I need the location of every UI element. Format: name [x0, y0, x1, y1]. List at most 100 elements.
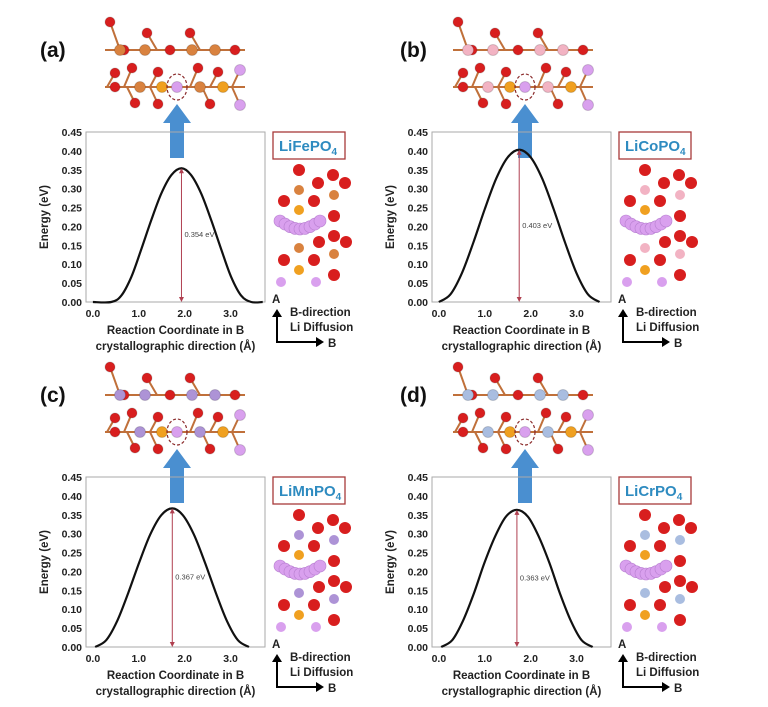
oxygen-atom	[577, 389, 589, 401]
oxygen-atom	[141, 27, 153, 39]
lithium-atom	[582, 99, 594, 111]
lithium-atom	[657, 622, 667, 632]
formula-main: LiMnPO	[279, 483, 336, 500]
metal-atom	[557, 44, 569, 56]
oxygen-atom	[129, 97, 141, 109]
figure-panel: (c) 0.00 0.05 0.10 0.15 0.20 0.25 0.30 0.35 0.40 0…	[39, 361, 353, 698]
oxygen-atom	[452, 16, 464, 28]
oxygen-atom	[109, 412, 121, 424]
lithium-atom	[622, 622, 632, 632]
y-axis-label: Energy (eV)	[39, 185, 51, 249]
metal-atom	[294, 185, 304, 195]
metal-atom	[329, 190, 339, 200]
y-tick-label: 0.25	[62, 548, 83, 560]
oxygen-atom	[204, 443, 216, 455]
x-tick-label: 0.0	[86, 653, 101, 665]
oxygen-atom	[328, 269, 340, 281]
oxygen-atom	[552, 443, 564, 455]
direction-caption-line2: Li Diffusion	[290, 322, 353, 334]
formula-main: LiCoPO	[625, 138, 680, 155]
y-tick-label: 0.00	[408, 297, 429, 309]
li-diffusion-atom	[313, 214, 327, 228]
up-arrow-icon	[163, 104, 191, 158]
phosphorus-atom	[294, 265, 304, 275]
direction-caption-line1: B-direction	[290, 307, 351, 319]
oxygen-atom	[152, 98, 164, 110]
oxygen-atom	[104, 16, 116, 28]
lithium-atom	[582, 444, 594, 456]
oxygen-atom	[312, 177, 324, 189]
y-tick-label: 0.05	[62, 278, 83, 290]
phosphorus-atom	[640, 205, 650, 215]
oxygen-atom	[560, 66, 572, 78]
metal-atom	[675, 249, 685, 259]
y-tick-label: 0.45	[62, 127, 83, 139]
y-tick-label: 0.25	[408, 548, 429, 560]
oxygen-atom	[659, 581, 671, 593]
oxygen-atom	[457, 81, 469, 93]
oxygen-atom	[184, 372, 196, 384]
arrowhead-right-icon	[316, 682, 324, 692]
lithium-atom	[657, 277, 667, 287]
oxygen-atom	[308, 195, 320, 207]
arrowhead-right-icon	[662, 337, 670, 347]
metal-atom	[294, 530, 304, 540]
metal-atom	[186, 389, 198, 401]
metal-atom	[329, 535, 339, 545]
oxygen-atom	[639, 164, 651, 176]
oxygen-atom	[500, 443, 512, 455]
x-tick-label: 2.0	[177, 308, 192, 320]
y-tick-label: 0.05	[62, 623, 83, 635]
x-tick-label: 3.0	[223, 653, 238, 665]
oxygen-atom	[540, 407, 552, 419]
arrowhead-up-icon	[618, 654, 628, 662]
oxygen-atom	[141, 372, 153, 384]
direction-caption-line1: B-direction	[636, 307, 697, 319]
lithium-atom	[234, 444, 246, 456]
oxygen-atom	[659, 236, 671, 248]
lithium-atom	[171, 426, 183, 438]
oxygen-atom	[184, 27, 196, 39]
y-tick-label: 0.30	[408, 529, 429, 541]
y-tick-label: 0.20	[408, 221, 429, 233]
arrowhead-up-icon	[272, 309, 282, 317]
metal-atom	[534, 44, 546, 56]
oxygen-atom	[500, 66, 512, 78]
y-tick-label: 0.15	[408, 585, 429, 597]
crystal-structure	[452, 361, 594, 456]
oxygen-atom	[152, 443, 164, 455]
oxygen-atom	[457, 426, 469, 438]
oxygen-atom	[313, 236, 325, 248]
oxygen-atom	[457, 412, 469, 424]
metal-atom	[640, 243, 650, 253]
x-axis-label-line1: Reaction Coordinate in B	[453, 325, 590, 337]
oxygen-atom	[278, 195, 290, 207]
formula-box	[618, 131, 692, 160]
up-arrow-icon	[511, 449, 539, 503]
x-axis-label-line2: crystallographic direction (Å)	[442, 685, 602, 698]
phosphorus-atom	[156, 426, 168, 438]
barrier-label: 0.403 eV	[522, 221, 552, 230]
oxygen-atom	[457, 67, 469, 79]
arrowhead-right-icon	[316, 337, 324, 347]
metal-atom	[329, 249, 339, 259]
arrowhead-up-icon	[618, 309, 628, 317]
metal-atom	[194, 81, 206, 93]
lithium-atom	[582, 409, 594, 421]
formula-subscript: 4	[677, 492, 683, 503]
formula-subscript: 4	[332, 147, 338, 158]
y-tick-label: 0.15	[62, 585, 83, 597]
up-arrow-icon	[163, 449, 191, 503]
oxygen-atom	[308, 254, 320, 266]
highlight-circle	[166, 73, 188, 101]
oxygen-atom	[129, 442, 141, 454]
y-tick-label: 0.10	[408, 604, 429, 616]
metal-atom	[139, 44, 151, 56]
y-tick-label: 0.40	[408, 491, 429, 503]
direction-caption-line2: Li Diffusion	[636, 322, 699, 334]
y-tick-label: 0.10	[62, 604, 83, 616]
oxygen-atom	[452, 361, 464, 373]
oxygen-atom	[164, 44, 176, 56]
y-tick-label: 0.35	[408, 510, 429, 522]
formula-subscript: 4	[336, 492, 342, 503]
